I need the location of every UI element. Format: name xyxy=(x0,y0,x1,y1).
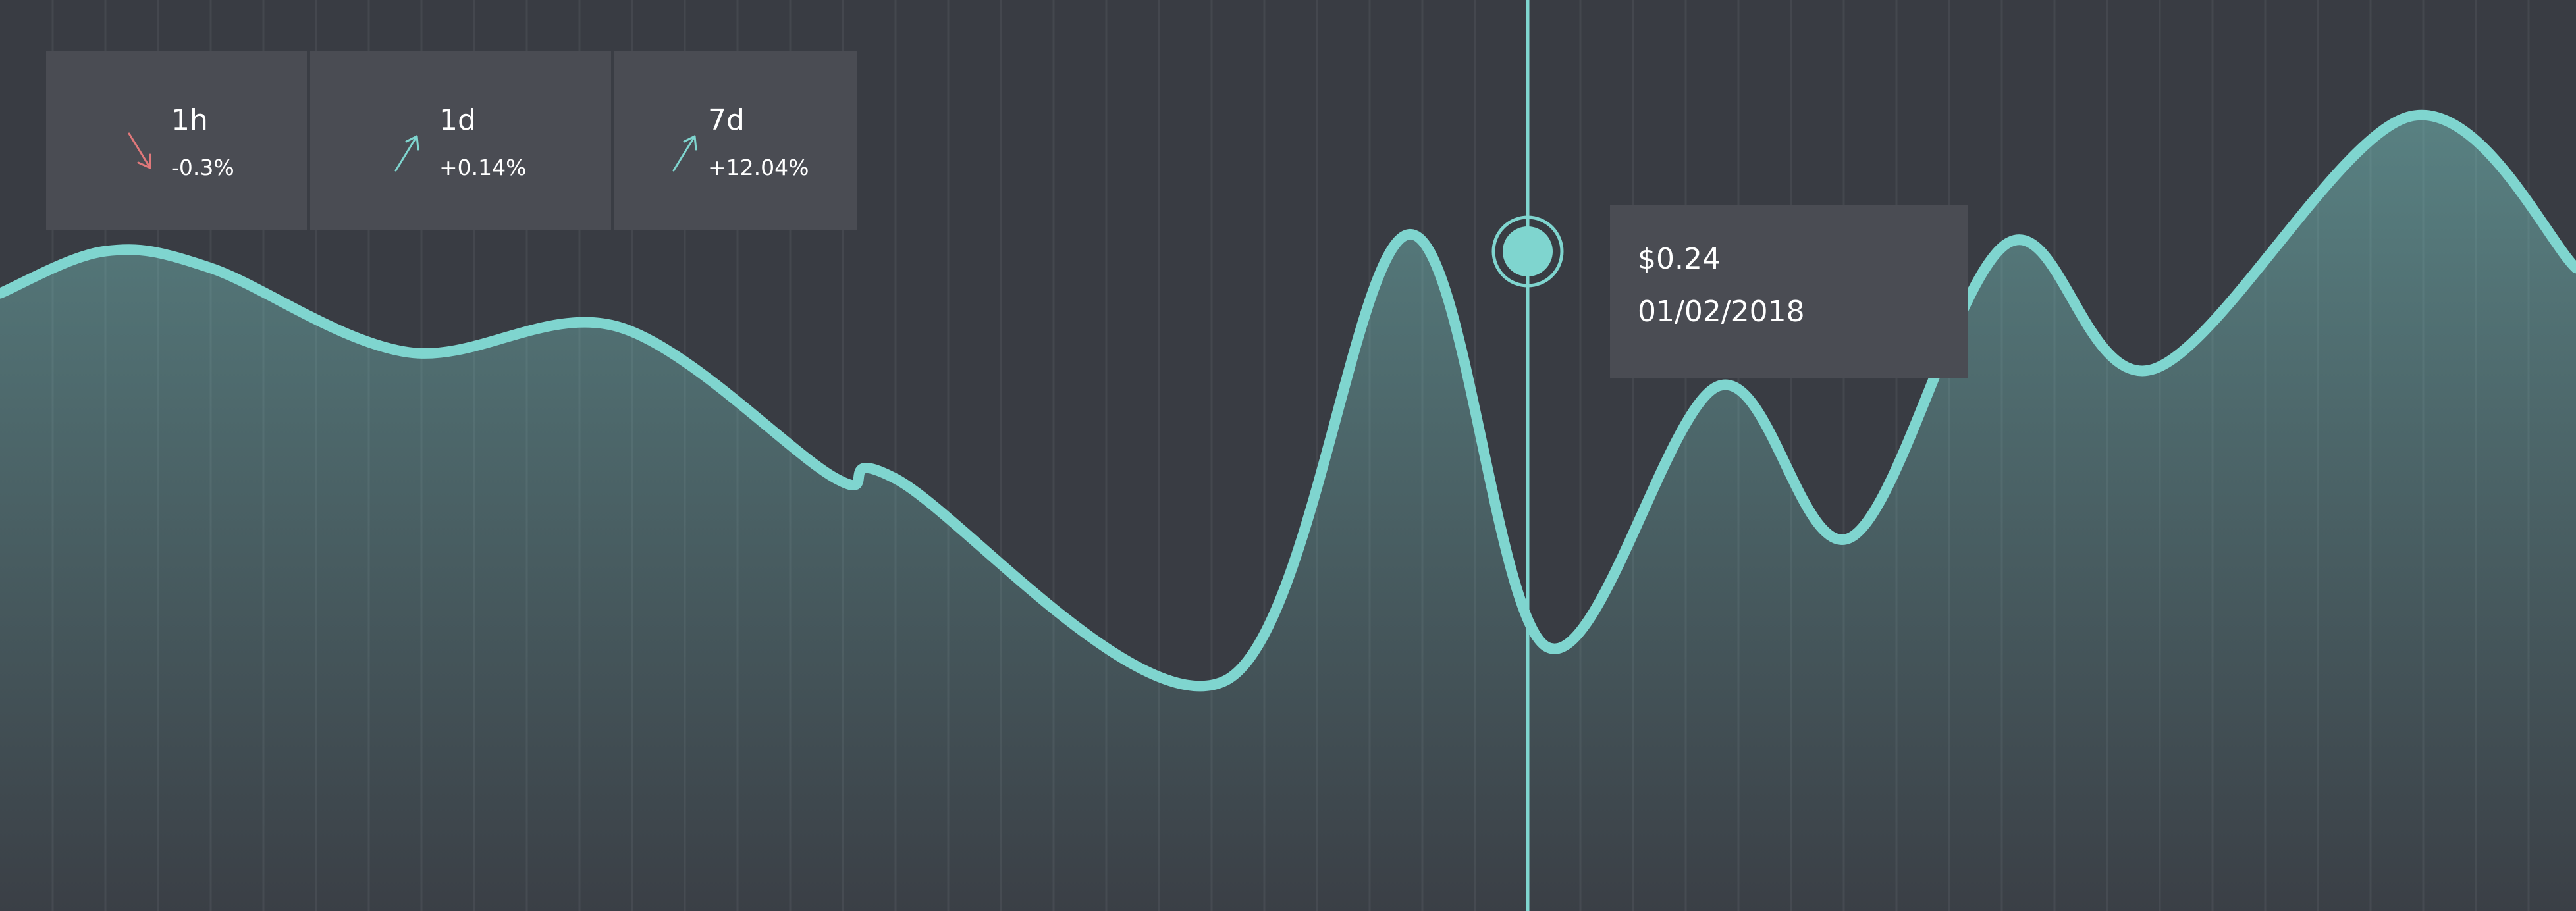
stat-period: 1h xyxy=(171,103,208,137)
data-point xyxy=(1715,382,1723,390)
area-fill xyxy=(0,115,2576,911)
tooltip-date: 01/02/2018 xyxy=(1638,295,1805,328)
data-point xyxy=(101,247,109,255)
data-point xyxy=(615,323,623,331)
stat-change: -0.3% xyxy=(171,155,234,180)
price-tooltip: $0.24 01/02/2018 xyxy=(1610,205,1968,378)
data-point xyxy=(892,475,899,482)
series-line xyxy=(0,109,2576,692)
hover-marker[interactable] xyxy=(1503,226,1553,276)
stat-7d[interactable]: 7d +12.04% xyxy=(611,51,857,230)
arrow-up-right-icon xyxy=(394,135,419,172)
stat-period: 7d xyxy=(708,103,745,137)
data-point xyxy=(404,348,412,356)
stat-period: 1d xyxy=(439,103,476,137)
data-point xyxy=(1405,230,1413,238)
data-point xyxy=(207,264,215,272)
data-point xyxy=(1221,677,1229,685)
hover-marker-ring xyxy=(1491,215,1564,288)
data-point xyxy=(1846,534,1854,542)
stat-change: +12.04% xyxy=(708,155,809,180)
arrow-down-right-icon xyxy=(128,132,151,169)
stat-change: +0.14% xyxy=(439,155,527,180)
stat-1d[interactable]: 1d +0.14% xyxy=(307,51,611,230)
data-point xyxy=(1543,643,1551,651)
tooltip-price: $0.24 xyxy=(1638,242,1721,276)
stat-1h[interactable]: 1h -0.3% xyxy=(46,51,307,230)
stats-panel: 1h -0.3% 1d +0.14% 7d +12.04% xyxy=(46,51,857,230)
data-point xyxy=(832,475,840,482)
data-point xyxy=(2406,113,2414,120)
data-point xyxy=(2004,239,2012,247)
arrow-up-right-icon xyxy=(672,135,697,172)
data-point xyxy=(2149,365,2157,373)
